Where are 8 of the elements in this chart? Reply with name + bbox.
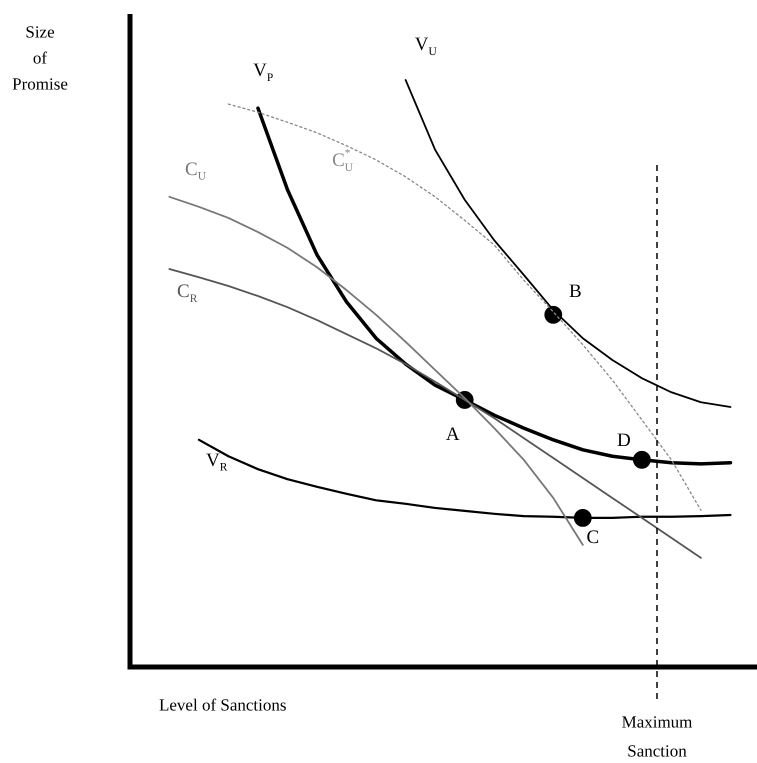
y-axis-title: Size of Promise xyxy=(12,22,68,94)
series-label: D xyxy=(617,430,631,451)
point xyxy=(574,509,592,527)
series-label: B xyxy=(568,280,582,302)
text: Maximum Sanction xyxy=(622,712,692,760)
series-label: C xyxy=(586,526,600,548)
series-label: A xyxy=(446,424,460,445)
x-axis-title: Level of Sanctions xyxy=(159,695,286,714)
